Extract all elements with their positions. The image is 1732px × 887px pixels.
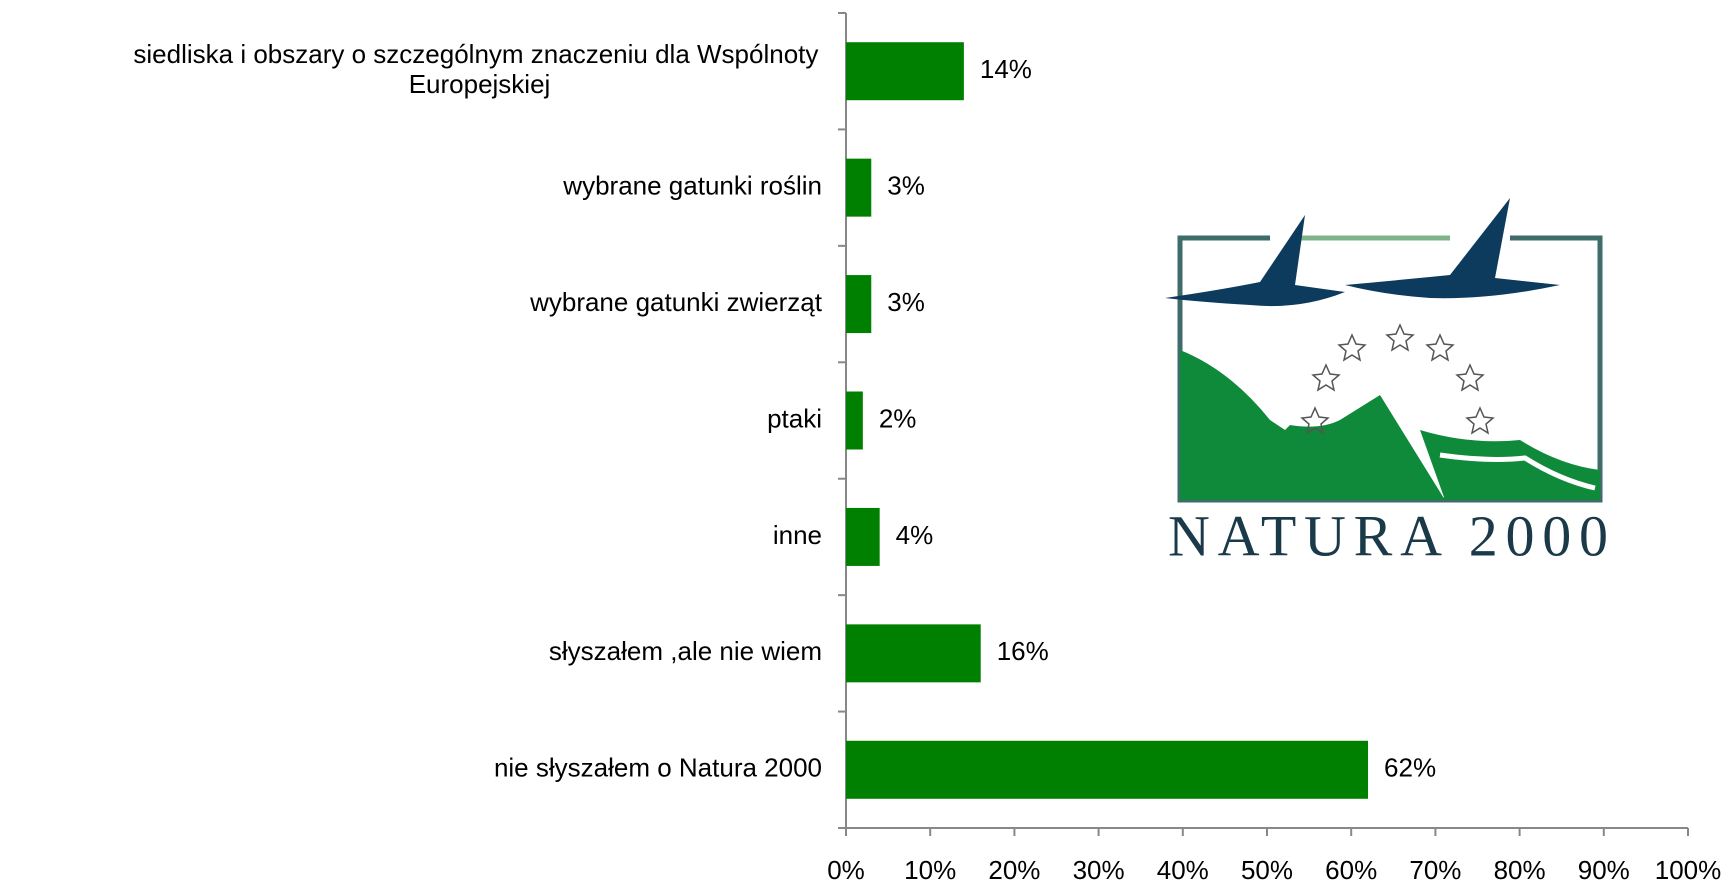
y-tick-label: inne xyxy=(773,520,822,550)
chart: NATURA 2000 0% 10% 20% 30% 40% 50% 60% 70% 80% 90… xyxy=(0,0,1732,887)
logo-river xyxy=(1420,430,1600,500)
bar xyxy=(846,392,863,450)
y-tick-label: nie słyszałem o Natura 2000 xyxy=(494,753,822,783)
bar xyxy=(846,42,964,100)
value-label: 62% xyxy=(1384,753,1436,783)
y-tick-label: wybrane gatunki zwierząt xyxy=(529,287,823,317)
bar xyxy=(846,624,981,682)
x-tick-label: 100% xyxy=(1655,855,1722,885)
x-tick-label: 0% xyxy=(827,855,865,885)
x-tick-label: 30% xyxy=(1073,855,1125,885)
bar xyxy=(846,508,880,566)
x-tick-label: 10% xyxy=(904,855,956,885)
value-label: 16% xyxy=(997,636,1049,666)
x-tick-label: 50% xyxy=(1241,855,1293,885)
bar xyxy=(846,275,871,333)
x-tick-label: 70% xyxy=(1409,855,1461,885)
logo-goose xyxy=(1345,198,1560,298)
logo: NATURA 2000 xyxy=(1165,198,1608,568)
logo-goose xyxy=(1165,215,1345,306)
y-tick-label: ptaki xyxy=(767,403,822,433)
value-label: 14% xyxy=(980,54,1032,84)
bar xyxy=(846,159,871,217)
bar xyxy=(846,741,1368,799)
y-tick-label: wybrane gatunki roślin xyxy=(562,171,822,201)
x-tick-label: 60% xyxy=(1325,855,1377,885)
x-tick-label: 80% xyxy=(1494,855,1546,885)
y-tick-label: siedliska i obszary o szczególnym znacze… xyxy=(133,39,825,99)
x-tick-label: 90% xyxy=(1578,855,1630,885)
logo-mountains xyxy=(1180,350,1445,500)
logo-text: NATURA 2000 xyxy=(1168,503,1608,568)
x-tick-label: 40% xyxy=(1157,855,1209,885)
y-tick-label: słyszałem ,ale nie wiem xyxy=(549,636,822,666)
x-tick-label: 20% xyxy=(988,855,1040,885)
value-label: 2% xyxy=(879,403,917,433)
value-label: 3% xyxy=(887,171,925,201)
value-label: 3% xyxy=(887,287,925,317)
value-label: 4% xyxy=(896,520,934,550)
logo-stars xyxy=(1302,325,1493,433)
